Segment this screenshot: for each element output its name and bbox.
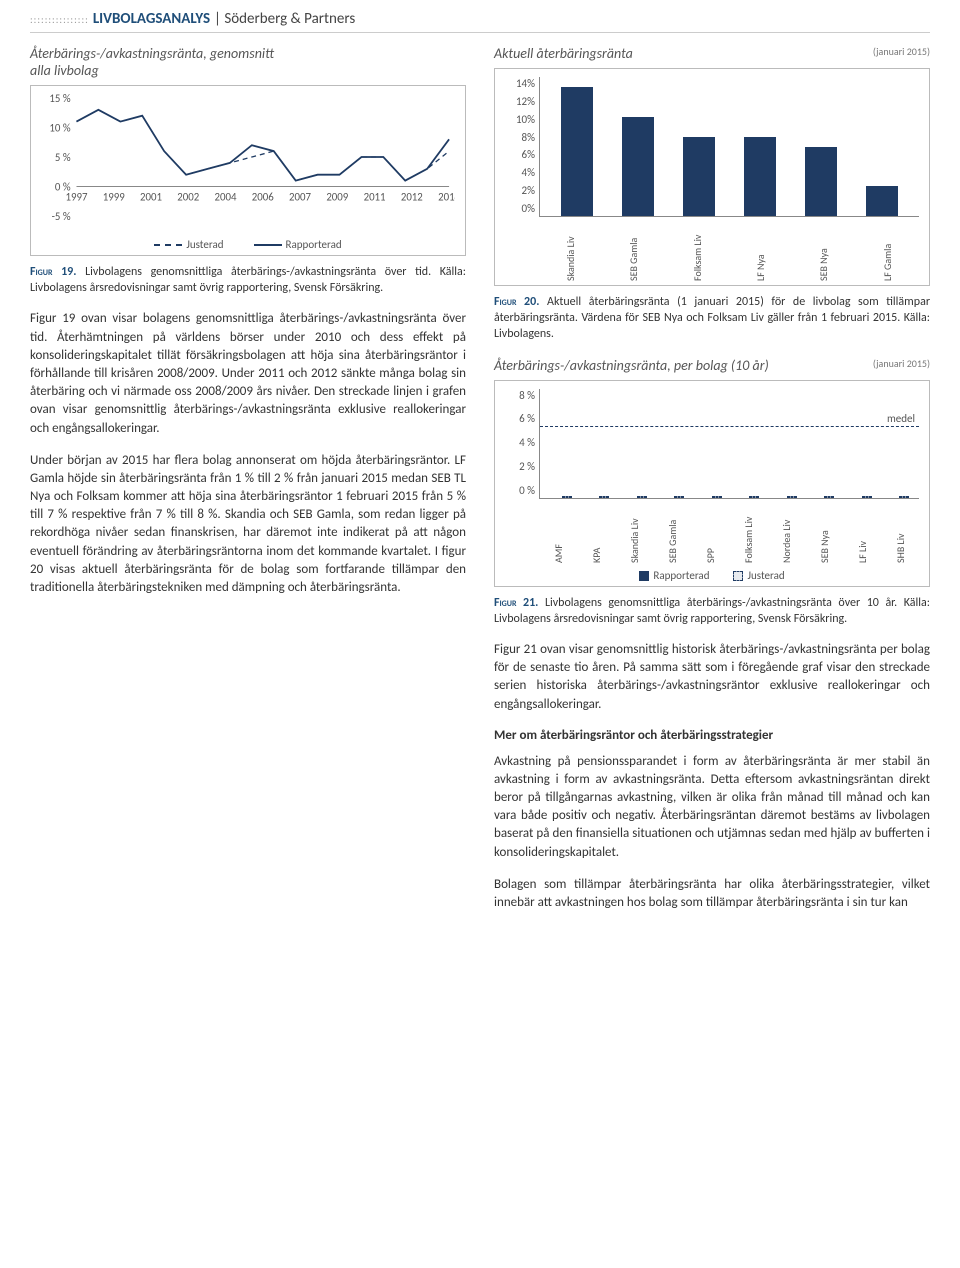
bar-seb-nya bbox=[805, 147, 837, 217]
bar-lf-nya bbox=[744, 137, 776, 216]
chart21-title-row: Återbärings-/avkastningsränta, per bolag… bbox=[494, 357, 930, 374]
caption-fig20: Figur 20. Aktuell återbäringsränta (1 ja… bbox=[494, 294, 930, 343]
svg-text:2006: 2006 bbox=[252, 190, 274, 203]
chart20-y-axis: 14%12%10%8%6%4%2%0% bbox=[505, 77, 539, 217]
page-header: :::::::::::::::: LIVBOLAGSANALYS | Söder… bbox=[30, 10, 930, 33]
legend-justerad: Justerad bbox=[154, 238, 223, 251]
section-heading: Mer om återbäringsräntor och återbärings… bbox=[494, 728, 930, 743]
gpair-folksam-liv bbox=[737, 496, 759, 498]
chart20-title-row: Aktuell återbäringsränta (januari 2015) bbox=[494, 45, 930, 62]
fig19-caption-text: Livbolagens genomsnittliga återbärings-/… bbox=[30, 265, 466, 295]
bar-label: LF Nya bbox=[754, 223, 767, 281]
gpair-nordea-liv bbox=[775, 496, 797, 498]
gpair-shb-liv bbox=[887, 496, 909, 498]
bar-skandia-liv bbox=[561, 87, 593, 216]
chart19-title-line2: alla livbolag bbox=[30, 62, 274, 79]
svg-text:2004: 2004 bbox=[215, 190, 237, 203]
chart20-title: Aktuell återbäringsränta bbox=[494, 45, 633, 62]
gbar-label: SHB Liv bbox=[894, 505, 907, 563]
fig21-label: Figur 21. bbox=[494, 596, 538, 610]
bar-label: SEB Nya bbox=[817, 223, 830, 281]
bar-seb-gamla bbox=[622, 117, 654, 216]
chart21-date: (januari 2015) bbox=[873, 357, 930, 370]
svg-text:15 %: 15 % bbox=[49, 94, 70, 105]
bar-folksam-liv bbox=[683, 137, 715, 216]
fig20-label: Figur 20. bbox=[494, 295, 539, 309]
caption-fig19: Figur 19. Livbolagens genomsnittliga åte… bbox=[30, 264, 466, 296]
fig19-label: Figur 19. bbox=[30, 265, 76, 279]
gpair-amf bbox=[550, 496, 572, 498]
svg-text:-5 %: -5 % bbox=[52, 210, 71, 223]
chart21-legend: Rapporterad Justerad bbox=[505, 563, 919, 582]
right-para-5: Bolagen som tillämpar återbäringsränta h… bbox=[494, 876, 930, 912]
svg-text:2002: 2002 bbox=[177, 190, 199, 203]
svg-text:2009: 2009 bbox=[326, 190, 348, 203]
chart21-x-labels: AMF KPA Skandia Liv SEB Gamla SPP Folksam Liv… bbox=[505, 505, 919, 563]
right-para-3: Figur 21 ovan visar genomsnittlig histor… bbox=[494, 641, 930, 714]
header-subtitle: | Söderberg & Partners bbox=[214, 10, 355, 28]
chart20-x-labels: Skandia Liv SEB Gamla Folksam Liv LF Nya SEB… bbox=[505, 223, 919, 281]
medel-label: medel bbox=[887, 412, 915, 425]
bar-label: Skandia Liv bbox=[564, 223, 577, 281]
gbar-label: SEB Nya bbox=[818, 505, 831, 563]
svg-text:2011: 2011 bbox=[364, 190, 386, 203]
fig21-caption-text: Livbolagens genomsnittliga återbärings-/… bbox=[494, 596, 930, 626]
gpair-seb-nya bbox=[812, 496, 834, 498]
chart20-area: 14%12%10%8%6%4%2%0% bbox=[505, 77, 919, 217]
svg-text:2012: 2012 bbox=[401, 190, 423, 203]
svg-text:10 %: 10 % bbox=[49, 121, 70, 134]
bar-label: SEB Gamla bbox=[627, 223, 640, 281]
gbar-label: Nordea Liv bbox=[780, 505, 793, 563]
left-column: Återbärings-/avkastningsränta, genomsnit… bbox=[30, 45, 466, 926]
bar-label: Folksam Liv bbox=[691, 223, 704, 281]
svg-text:5 %: 5 % bbox=[55, 151, 71, 164]
gbar-label: KPA bbox=[590, 505, 603, 563]
gbar-label: LF Liv bbox=[856, 505, 869, 563]
chart21-title: Återbärings-/avkastningsränta, per bolag… bbox=[494, 357, 769, 374]
gpair-seb-gamla bbox=[662, 496, 684, 498]
left-para-2: Under början av 2015 har flera bolag ann… bbox=[30, 452, 466, 598]
chart19-title-row: Återbärings-/avkastningsränta, genomsnit… bbox=[30, 45, 466, 79]
gbar-label: AMF bbox=[552, 505, 565, 563]
gpair-skandia-liv bbox=[625, 496, 647, 498]
legend-justerad-21: Justerad bbox=[733, 569, 784, 582]
chart21-plot: medel bbox=[539, 389, 919, 499]
svg-text:1997: 1997 bbox=[66, 190, 88, 203]
header-dots: :::::::::::::::: bbox=[30, 13, 89, 26]
chart21-box: 8 %6 %4 %2 %0 % medel AMF KPA Skandia Liv S… bbox=[494, 380, 930, 587]
gpair-lf-liv bbox=[850, 496, 872, 498]
chart21-y-axis: 8 %6 %4 %2 %0 % bbox=[505, 389, 539, 499]
svg-text:1999: 1999 bbox=[103, 190, 125, 203]
chart19-legend: Justerad Rapporterad bbox=[41, 234, 455, 251]
caption-fig21: Figur 21. Livbolagens genomsnittliga åte… bbox=[494, 595, 930, 627]
chart21-area: 8 %6 %4 %2 %0 % medel bbox=[505, 389, 919, 499]
bar-lf-gamla bbox=[866, 186, 898, 216]
legend-rapporterad-21: Rapporterad bbox=[639, 569, 709, 582]
svg-text:2014: 2014 bbox=[438, 190, 455, 203]
fig20-caption-text: Aktuell återbäringsränta (1 januari 2015… bbox=[494, 295, 930, 341]
chart19-title-line1: Återbärings-/avkastningsränta, genomsnit… bbox=[30, 45, 274, 62]
svg-text:2001: 2001 bbox=[140, 190, 162, 203]
chart20-box: 14%12%10%8%6%4%2%0% Skandia Liv SEB Gamla… bbox=[494, 68, 930, 286]
gbar-label: Skandia Liv bbox=[628, 505, 641, 563]
chart19-plot: 15 %10 %5 %0 %-5 %1997199920012002200420… bbox=[41, 94, 455, 234]
chart20-plot bbox=[539, 77, 919, 217]
left-para-1: Figur 19 ovan visar bolagens genomsnittl… bbox=[30, 310, 466, 437]
svg-text:2007: 2007 bbox=[289, 190, 311, 203]
bar-label: LF Gamla bbox=[881, 223, 894, 281]
header-title: LIVBOLAGSANALYS bbox=[93, 10, 210, 28]
right-para-4: Avkastning på pensionssparandet i form a… bbox=[494, 753, 930, 862]
gbar-label: SEB Gamla bbox=[666, 505, 679, 563]
chart20-date: (januari 2015) bbox=[873, 45, 930, 58]
gbar-label: SPP bbox=[704, 505, 717, 563]
gbar-label: Folksam Liv bbox=[742, 505, 755, 563]
chart19-box: 15 %10 %5 %0 %-5 %1997199920012002200420… bbox=[30, 85, 466, 256]
gpair-kpa bbox=[587, 496, 609, 498]
legend-rapporterad: Rapporterad bbox=[254, 238, 342, 251]
gpair-spp bbox=[700, 496, 722, 498]
right-column: Aktuell återbäringsränta (januari 2015) … bbox=[494, 45, 930, 926]
